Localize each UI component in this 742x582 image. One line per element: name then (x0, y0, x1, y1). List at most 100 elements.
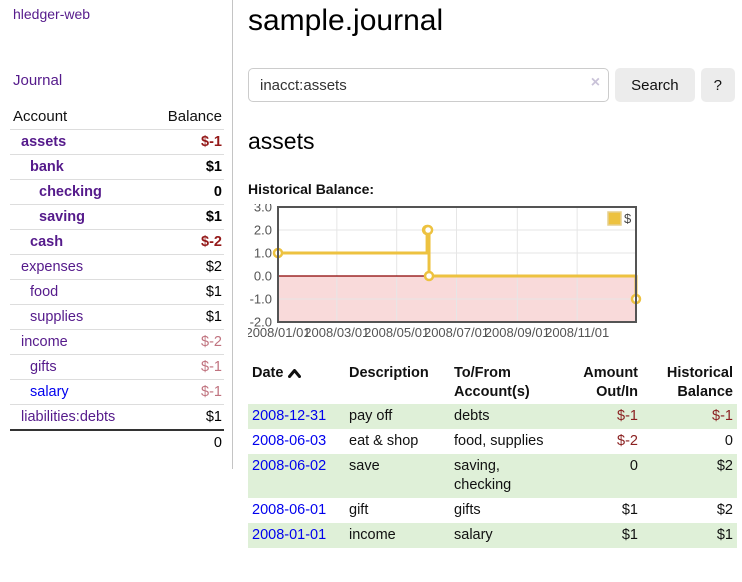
transaction-row: 2008-06-02 save saving, checking 0 $2 (248, 454, 737, 498)
account-balance: $1 (147, 279, 224, 305)
search-input[interactable] (248, 68, 610, 102)
transaction-date-cell: 2008-01-01 (248, 523, 345, 548)
y-tick-label: -1.0 (250, 292, 272, 307)
account-link[interactable]: supplies (30, 309, 84, 325)
account-balance: $-1 (147, 379, 224, 405)
account-link[interactable]: expenses (21, 259, 84, 275)
transaction-balance: $1 (716, 527, 733, 543)
accounts-total-row: 0 (10, 429, 224, 455)
transaction-row: 2008-01-01 income salary $1 $1 (248, 523, 737, 548)
transaction-amount: $1 (621, 527, 638, 543)
account-cell: liabilities:debts (10, 404, 148, 430)
account-row: supplies $1 (10, 304, 224, 330)
transaction-balance: $-1 (712, 408, 733, 424)
chart-border (277, 206, 637, 323)
transaction-date-link[interactable]: 2008-06-02 (252, 458, 327, 474)
x-tick-label: 2008/03/01 (304, 325, 369, 340)
x-tick-label: 2008/11/01 (545, 325, 609, 340)
account-cell: saving (10, 204, 148, 230)
account-link[interactable]: assets (21, 134, 67, 150)
account-cell: bank (10, 154, 148, 180)
total-spacer (10, 429, 148, 455)
register-header-row: Date Description To/From Account(s) Amount Ou… (248, 362, 737, 404)
help-button[interactable]: ? (700, 68, 735, 102)
transaction-date-cell: 2008-06-01 (248, 498, 345, 523)
transaction-description: income (349, 527, 396, 543)
register-column-header: Amount Out/In (583, 365, 638, 400)
account-link[interactable]: food (30, 284, 59, 300)
account-link[interactable]: saving (39, 209, 85, 225)
accounts-header-row: Account Balance (10, 105, 224, 130)
account-balance: $-2 (147, 229, 224, 255)
account-balance: $-1 (147, 129, 224, 155)
transaction-date-link[interactable]: 2008-06-01 (252, 502, 327, 518)
x-tick-label: 2008/05/01 (364, 325, 429, 340)
account-balance: $1 (147, 154, 224, 180)
account-cell: gifts (10, 354, 148, 380)
chart-title: Historical Balance: (248, 181, 375, 197)
account-column-header: Account (13, 108, 68, 125)
transaction-row: 2008-06-01 gift gifts $1 $2 (248, 498, 737, 523)
account-link[interactable]: cash (30, 234, 64, 250)
sort-up-icon (288, 366, 302, 382)
y-tick-label: 1.0 (254, 246, 272, 261)
account-cell: food (10, 279, 148, 305)
account-link[interactable]: salary (30, 384, 69, 400)
transaction-accounts: gifts (454, 502, 481, 518)
account-cell: expenses (10, 254, 148, 280)
transaction-balance: 0 (724, 433, 733, 449)
account-heading: assets (248, 128, 315, 154)
account-link[interactable]: checking (39, 184, 102, 200)
chart-data-point (423, 270, 435, 282)
search-input-wrap: × (248, 68, 610, 102)
account-link[interactable]: gifts (30, 359, 57, 375)
account-link[interactable]: income (21, 334, 68, 350)
account-row: income $-2 (10, 329, 224, 355)
x-tick-label: 2008/07/01 (424, 325, 489, 340)
transaction-description: pay off (349, 408, 393, 424)
account-link[interactable]: liabilities:debts (21, 409, 116, 425)
transaction-amount: $-1 (617, 408, 638, 424)
register-column-header[interactable]: Date (248, 362, 345, 404)
register-column-header: Description (349, 365, 429, 381)
x-tick-label: 2008/01/01 (248, 325, 311, 340)
transaction-accounts: food, supplies (454, 433, 544, 449)
transaction-row: 2008-06-03 eat & shop food, supplies $-2 0 (248, 429, 737, 454)
account-cell: assets (10, 129, 148, 155)
transaction-balance: $2 (716, 502, 733, 518)
register-table: Date Description To/From Account(s) Amount Ou… (248, 362, 737, 548)
account-row: checking 0 (10, 179, 224, 205)
chart-data-point (422, 224, 434, 236)
account-row: expenses $2 (10, 254, 224, 280)
balance-column-header: Balance (167, 108, 222, 125)
y-tick-label: 2.0 (254, 223, 272, 238)
account-link[interactable]: bank (30, 159, 64, 175)
account-balance: $2 (147, 254, 224, 280)
page-title: sample.journal (248, 4, 444, 37)
transaction-amount: $1 (621, 502, 638, 518)
transaction-date-link[interactable]: 2008-12-31 (252, 408, 327, 424)
search-button[interactable]: Search (615, 68, 695, 102)
accounts-table: Account Balance assets $-1 bank $1 checking 0… (10, 105, 224, 455)
transaction-description: eat & shop (349, 433, 419, 449)
clear-search-icon[interactable]: × (590, 74, 601, 91)
legend-label: $ (624, 211, 632, 226)
account-row: liabilities:debts $1 (10, 404, 224, 430)
transaction-accounts: debts (454, 408, 490, 424)
transaction-date-link[interactable]: 2008-01-01 (252, 527, 327, 543)
account-row: bank $1 (10, 154, 224, 180)
app-title-link[interactable]: hledger-web (13, 6, 91, 22)
sidebar-item-journal[interactable]: Journal (13, 72, 63, 89)
register-column-header: Historical Balance (666, 365, 733, 400)
account-balance: $-2 (147, 329, 224, 355)
transaction-date-cell: 2008-12-31 (248, 404, 345, 429)
balance-chart: 3.0 2.0 1.0 0.0 -1.0 -2.0 2008/01/01 2008/03/01… (248, 204, 735, 344)
transaction-date-cell: 2008-06-02 (248, 454, 345, 498)
transaction-accounts: salary (454, 527, 493, 543)
transaction-date-link[interactable]: 2008-06-03 (252, 433, 327, 449)
y-tick-label: 0.0 (254, 269, 272, 284)
sidebar: hledger-web Journal Account Balance asse… (0, 0, 233, 469)
transaction-date-cell: 2008-06-03 (248, 429, 345, 454)
search-bar: × Search ? (248, 68, 735, 102)
account-balance: $1 (147, 204, 224, 230)
